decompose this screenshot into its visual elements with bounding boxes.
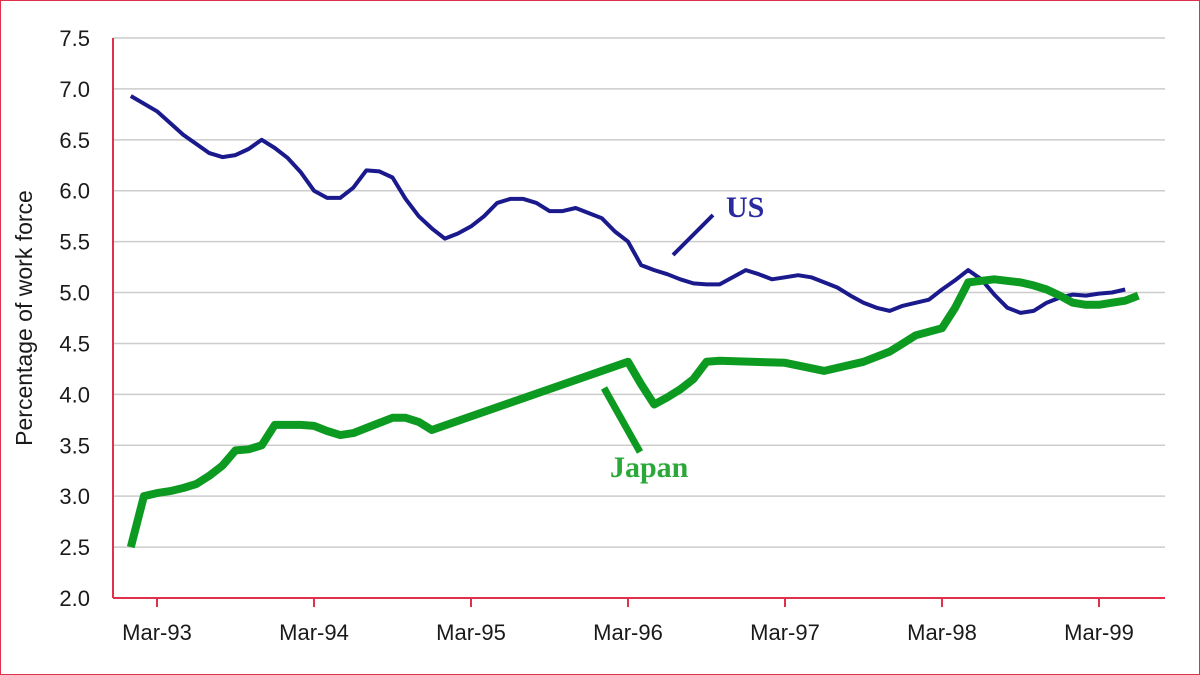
- y-tick-label: 3.5: [59, 433, 90, 458]
- x-tick-label: Mar-98: [907, 620, 977, 645]
- series-line-us: [129, 94, 1126, 315]
- y-tick-label: 2.5: [59, 535, 90, 560]
- y-axis-ticks: 2.0 2.5 3.0 3.5 4.0 4.5 5.0 5.5 6.0 6.5 7.0 7.5: [59, 26, 90, 611]
- series-line-japan: [126, 275, 1140, 549]
- y-axis-title: Percentage of work force: [11, 190, 37, 446]
- japan-series-label: Japan: [610, 451, 689, 484]
- y-tick-label: 7.0: [59, 77, 90, 102]
- y-tick-label: 3.0: [59, 484, 90, 509]
- x-tick-label: Mar-93: [122, 620, 192, 645]
- us-label-pointer: [671, 213, 715, 257]
- y-tick-label: 2.0: [59, 586, 90, 611]
- y-tick-label: 6.5: [59, 128, 90, 153]
- x-axis-ticks: Mar-93 Mar-94 Mar-95 Mar-96 Mar-97 Mar-98 Mar-…: [122, 598, 1134, 645]
- x-tick-label: Mar-97: [750, 620, 820, 645]
- y-tick-label: 5.0: [59, 281, 90, 306]
- x-tick-label: Mar-95: [436, 620, 506, 645]
- y-tick-label: 4.5: [59, 331, 90, 356]
- x-tick-label: Mar-96: [593, 620, 663, 645]
- series-lines: [126, 94, 1140, 549]
- y-tick-label: 7.5: [59, 26, 90, 51]
- japan-label-pointer: [600, 386, 644, 454]
- y-tick-label: 5.5: [59, 230, 90, 255]
- gridlines: [113, 37, 1165, 548]
- x-tick-label: Mar-99: [1064, 620, 1134, 645]
- y-tick-label: 6.0: [59, 179, 90, 204]
- x-tick-label: Mar-94: [279, 620, 349, 645]
- y-tick-label: 4.0: [59, 382, 90, 407]
- us-series-label: US: [726, 191, 764, 224]
